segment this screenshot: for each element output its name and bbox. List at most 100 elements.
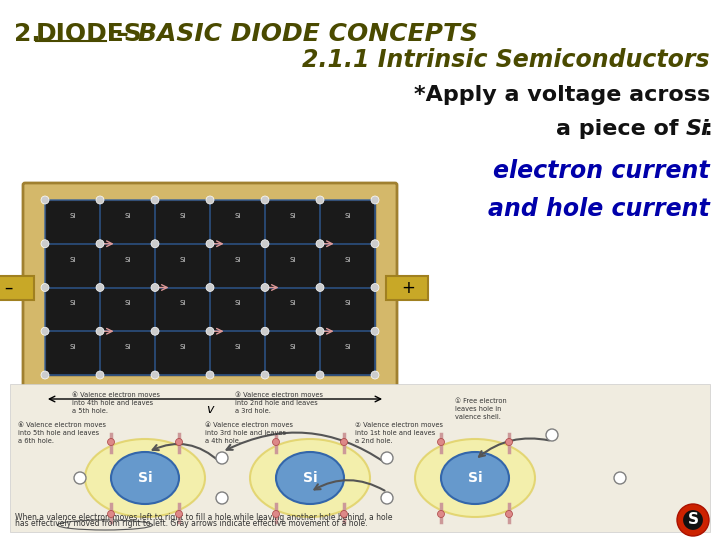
Circle shape [41,240,49,248]
Circle shape [206,371,214,379]
Text: Si: Si [138,471,153,485]
Circle shape [341,438,348,445]
Text: Si: Si [125,300,131,306]
Circle shape [677,504,709,536]
Circle shape [371,371,379,379]
Text: +: + [401,279,415,297]
Ellipse shape [441,452,509,504]
Text: Si: Si [179,300,186,306]
Text: Si: Si [125,344,131,350]
Circle shape [261,284,269,292]
Text: – BASIC DIODE CONCEPTS: – BASIC DIODE CONCEPTS [108,22,478,46]
Text: Si: Si [289,256,296,262]
Text: ② Valence electron moves
into 1st hole and leaves
a 2nd hole.: ② Valence electron moves into 1st hole a… [355,422,443,444]
Circle shape [371,196,379,204]
Text: :: : [703,119,712,139]
Text: When a valence electron moves left to right to fill a hole while leaving another: When a valence electron moves left to ri… [15,513,392,522]
Circle shape [438,510,444,517]
Text: S: S [688,512,698,528]
Circle shape [371,240,379,248]
Text: Si: Si [69,256,76,262]
Circle shape [505,510,513,517]
Text: Si: Si [125,256,131,262]
Circle shape [107,510,114,517]
Circle shape [96,371,104,379]
Circle shape [341,510,348,517]
Text: Si: Si [344,344,351,350]
Text: v: v [207,403,214,416]
Circle shape [683,510,703,530]
Text: Si: Si [302,471,318,485]
Ellipse shape [415,439,535,517]
Text: –: – [4,279,12,297]
Circle shape [216,492,228,504]
Circle shape [41,371,49,379]
Text: Si: Si [289,213,296,219]
Circle shape [316,240,324,248]
Text: 2.: 2. [14,22,50,46]
Circle shape [316,371,324,379]
Text: Si: Si [289,344,296,350]
Circle shape [261,240,269,248]
Circle shape [151,196,159,204]
Circle shape [261,371,269,379]
Text: Si: Si [344,213,351,219]
Text: Si: Si [69,213,76,219]
Text: ③ Valence electron moves
into 2nd hole and leaves
a 3rd hole.: ③ Valence electron moves into 2nd hole a… [235,392,323,414]
Text: ④ Valence electron moves
into 3rd hole and leaves
a 4th hole.: ④ Valence electron moves into 3rd hole a… [205,422,293,444]
Circle shape [505,438,513,445]
Text: Si: Si [686,119,710,139]
Bar [0,276,34,300]
Circle shape [371,284,379,292]
Circle shape [96,327,104,335]
Bar [10,384,710,532]
Text: *Apply a voltage across: *Apply a voltage across [414,85,710,105]
Text: Si: Si [179,256,186,262]
Ellipse shape [250,439,370,517]
Text: electron current: electron current [493,159,710,183]
Text: Si: Si [179,213,186,219]
Circle shape [381,492,393,504]
Circle shape [206,240,214,248]
Text: Si: Si [69,344,76,350]
Circle shape [261,327,269,335]
Text: Si: Si [234,300,240,306]
Circle shape [206,284,214,292]
Text: a piece of: a piece of [556,119,686,139]
Circle shape [614,472,626,484]
Text: 2.1.1 Intrinsic Semiconductors: 2.1.1 Intrinsic Semiconductors [302,48,710,72]
Text: ⑥ Valence electron moves
into 5th hole and leaves
a 6th hole.: ⑥ Valence electron moves into 5th hole a… [18,422,106,444]
Text: Si: Si [69,300,76,306]
Circle shape [96,284,104,292]
Ellipse shape [276,452,344,504]
Circle shape [272,438,279,445]
Circle shape [176,510,182,517]
Circle shape [41,284,49,292]
Circle shape [74,472,86,484]
Circle shape [151,327,159,335]
Circle shape [151,240,159,248]
Bar [386,276,428,300]
Text: Si: Si [289,300,296,306]
Circle shape [216,452,228,464]
Circle shape [438,438,444,445]
Circle shape [151,284,159,292]
Text: DIODES: DIODES [36,22,143,46]
Text: has effectively moved from right to left. Gray arrows indicate effective movemen: has effectively moved from right to left… [15,519,367,528]
Circle shape [41,196,49,204]
Circle shape [546,429,558,441]
Text: Si: Si [234,344,240,350]
Text: Si: Si [125,213,131,219]
Text: Si: Si [234,213,240,219]
Circle shape [272,510,279,517]
Circle shape [381,452,393,464]
Circle shape [316,327,324,335]
Text: ① Free electron
leaves hole in
valence shell.: ① Free electron leaves hole in valence s… [455,398,507,420]
Ellipse shape [111,452,179,504]
Circle shape [96,196,104,204]
Circle shape [371,327,379,335]
Text: Si: Si [344,300,351,306]
Circle shape [316,196,324,204]
Text: Si: Si [234,256,240,262]
FancyBboxPatch shape [23,183,397,392]
